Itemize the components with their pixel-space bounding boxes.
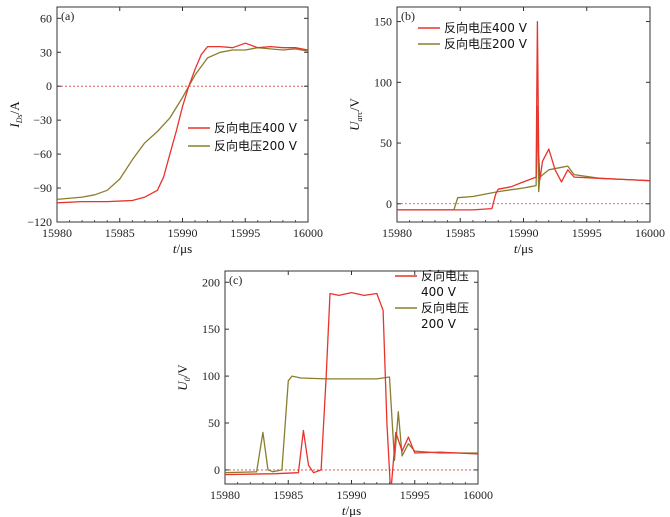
y-axis-subscript: arc — [355, 111, 364, 122]
y-axis-label: IDs/A — [7, 101, 24, 129]
y-axis-symbol: U — [347, 120, 362, 131]
series-line-400v — [225, 291, 478, 484]
y-axis-label: Uarc/V — [347, 98, 364, 131]
legend-label-cont: 200 V — [421, 317, 457, 331]
x-tick-label: 16000 — [293, 226, 323, 240]
y-tick-label: 200 — [202, 275, 220, 289]
y-tick-label: 60 — [40, 11, 52, 25]
x-tick-label: 16000 — [635, 226, 665, 240]
panel-c: 15980 15985 15990 15995 16000 200 150 100 50 0 (c)… — [175, 268, 493, 517]
x-tick-label: 15990 — [168, 226, 198, 240]
y-tick-label: −60 — [33, 147, 52, 161]
series-line-200v — [225, 375, 478, 474]
x-axis-symbol: t — [514, 241, 518, 256]
y-tick-label: 0 — [386, 197, 392, 211]
x-tick-label: 15985 — [105, 226, 135, 240]
legend-label: 反向电压400 V — [444, 20, 528, 35]
x-tick-label: 15985 — [445, 226, 475, 240]
x-axis-unit: /μs — [517, 241, 533, 256]
y-tick-label: 50 — [380, 136, 392, 150]
panel-label: (a) — [61, 9, 74, 23]
legend-label: 反向电压400 V — [214, 120, 298, 135]
y-tick-label: 50 — [208, 416, 220, 430]
y-tick-label: 150 — [374, 15, 392, 29]
y-tick-label: 30 — [40, 45, 52, 59]
series-line-200v — [397, 105, 650, 211]
y-tick-label: 100 — [202, 369, 220, 383]
x-axis-unit: /μs — [176, 241, 192, 256]
x-tick-label: 15980 — [42, 226, 72, 240]
x-tick-label: 15980 — [210, 488, 240, 502]
x-tick-label: 15995 — [230, 226, 260, 240]
y-tick-label: −90 — [33, 181, 52, 195]
legend-label: 反向电压 — [421, 300, 469, 315]
plot-frame — [56, 6, 309, 223]
y-tick-label: −30 — [33, 113, 52, 127]
x-axis-unit: /μs — [345, 503, 361, 517]
x-tick-label: 16000 — [463, 488, 493, 502]
panel-b: 15980 15985 15990 15995 16000 150 100 50 0 (b) Uar… — [347, 6, 665, 256]
y-axis-unit: /V — [175, 364, 190, 378]
y-axis-unit: /A — [7, 101, 22, 115]
y-axis-symbol: U — [175, 380, 190, 391]
x-axis-symbol: t — [173, 241, 177, 256]
panel-label: (b) — [401, 9, 415, 23]
y-axis-label: U0/V — [175, 364, 192, 391]
x-tick-label: 15990 — [337, 488, 367, 502]
x-tick-label: 15985 — [273, 488, 303, 502]
legend-label: 反向电压200 V — [214, 138, 298, 153]
series-line-400v — [57, 42, 308, 204]
series-line-400v — [397, 20, 650, 211]
legend-label: 反向电压200 V — [444, 36, 528, 51]
x-axis-label: t/μs — [342, 503, 361, 517]
y-axis-unit: /V — [347, 98, 362, 112]
legend: 反向电压400 V 反向电压200 V — [188, 120, 298, 153]
legend-label: 反向电压 — [421, 268, 469, 283]
x-tick-label: 15990 — [509, 226, 539, 240]
y-tick-label: 150 — [202, 322, 220, 336]
panel-a: 15980 15985 15990 15995 16000 60 30 0 −30 −60 −90 −… — [7, 6, 323, 256]
panel-label: (c) — [229, 273, 242, 287]
legend-label-cont: 400 V — [421, 285, 457, 299]
x-tick-label: 15995 — [572, 226, 602, 240]
y-axis-subscript: Ds — [15, 114, 24, 124]
x-axis-label: t/μs — [173, 241, 192, 256]
y-axis-symbol: I — [7, 123, 22, 129]
x-axis-symbol: t — [342, 503, 346, 517]
y-axis-subscript: 0 — [183, 377, 192, 381]
y-tick-label: 100 — [374, 75, 392, 89]
y-tick-label: 0 — [214, 463, 220, 477]
y-tick-label: 0 — [46, 79, 52, 93]
x-axis-label: t/μs — [514, 241, 533, 256]
y-tick-label: −120 — [27, 215, 52, 229]
x-tick-label: 15995 — [400, 488, 430, 502]
x-tick-label: 15980 — [382, 226, 412, 240]
